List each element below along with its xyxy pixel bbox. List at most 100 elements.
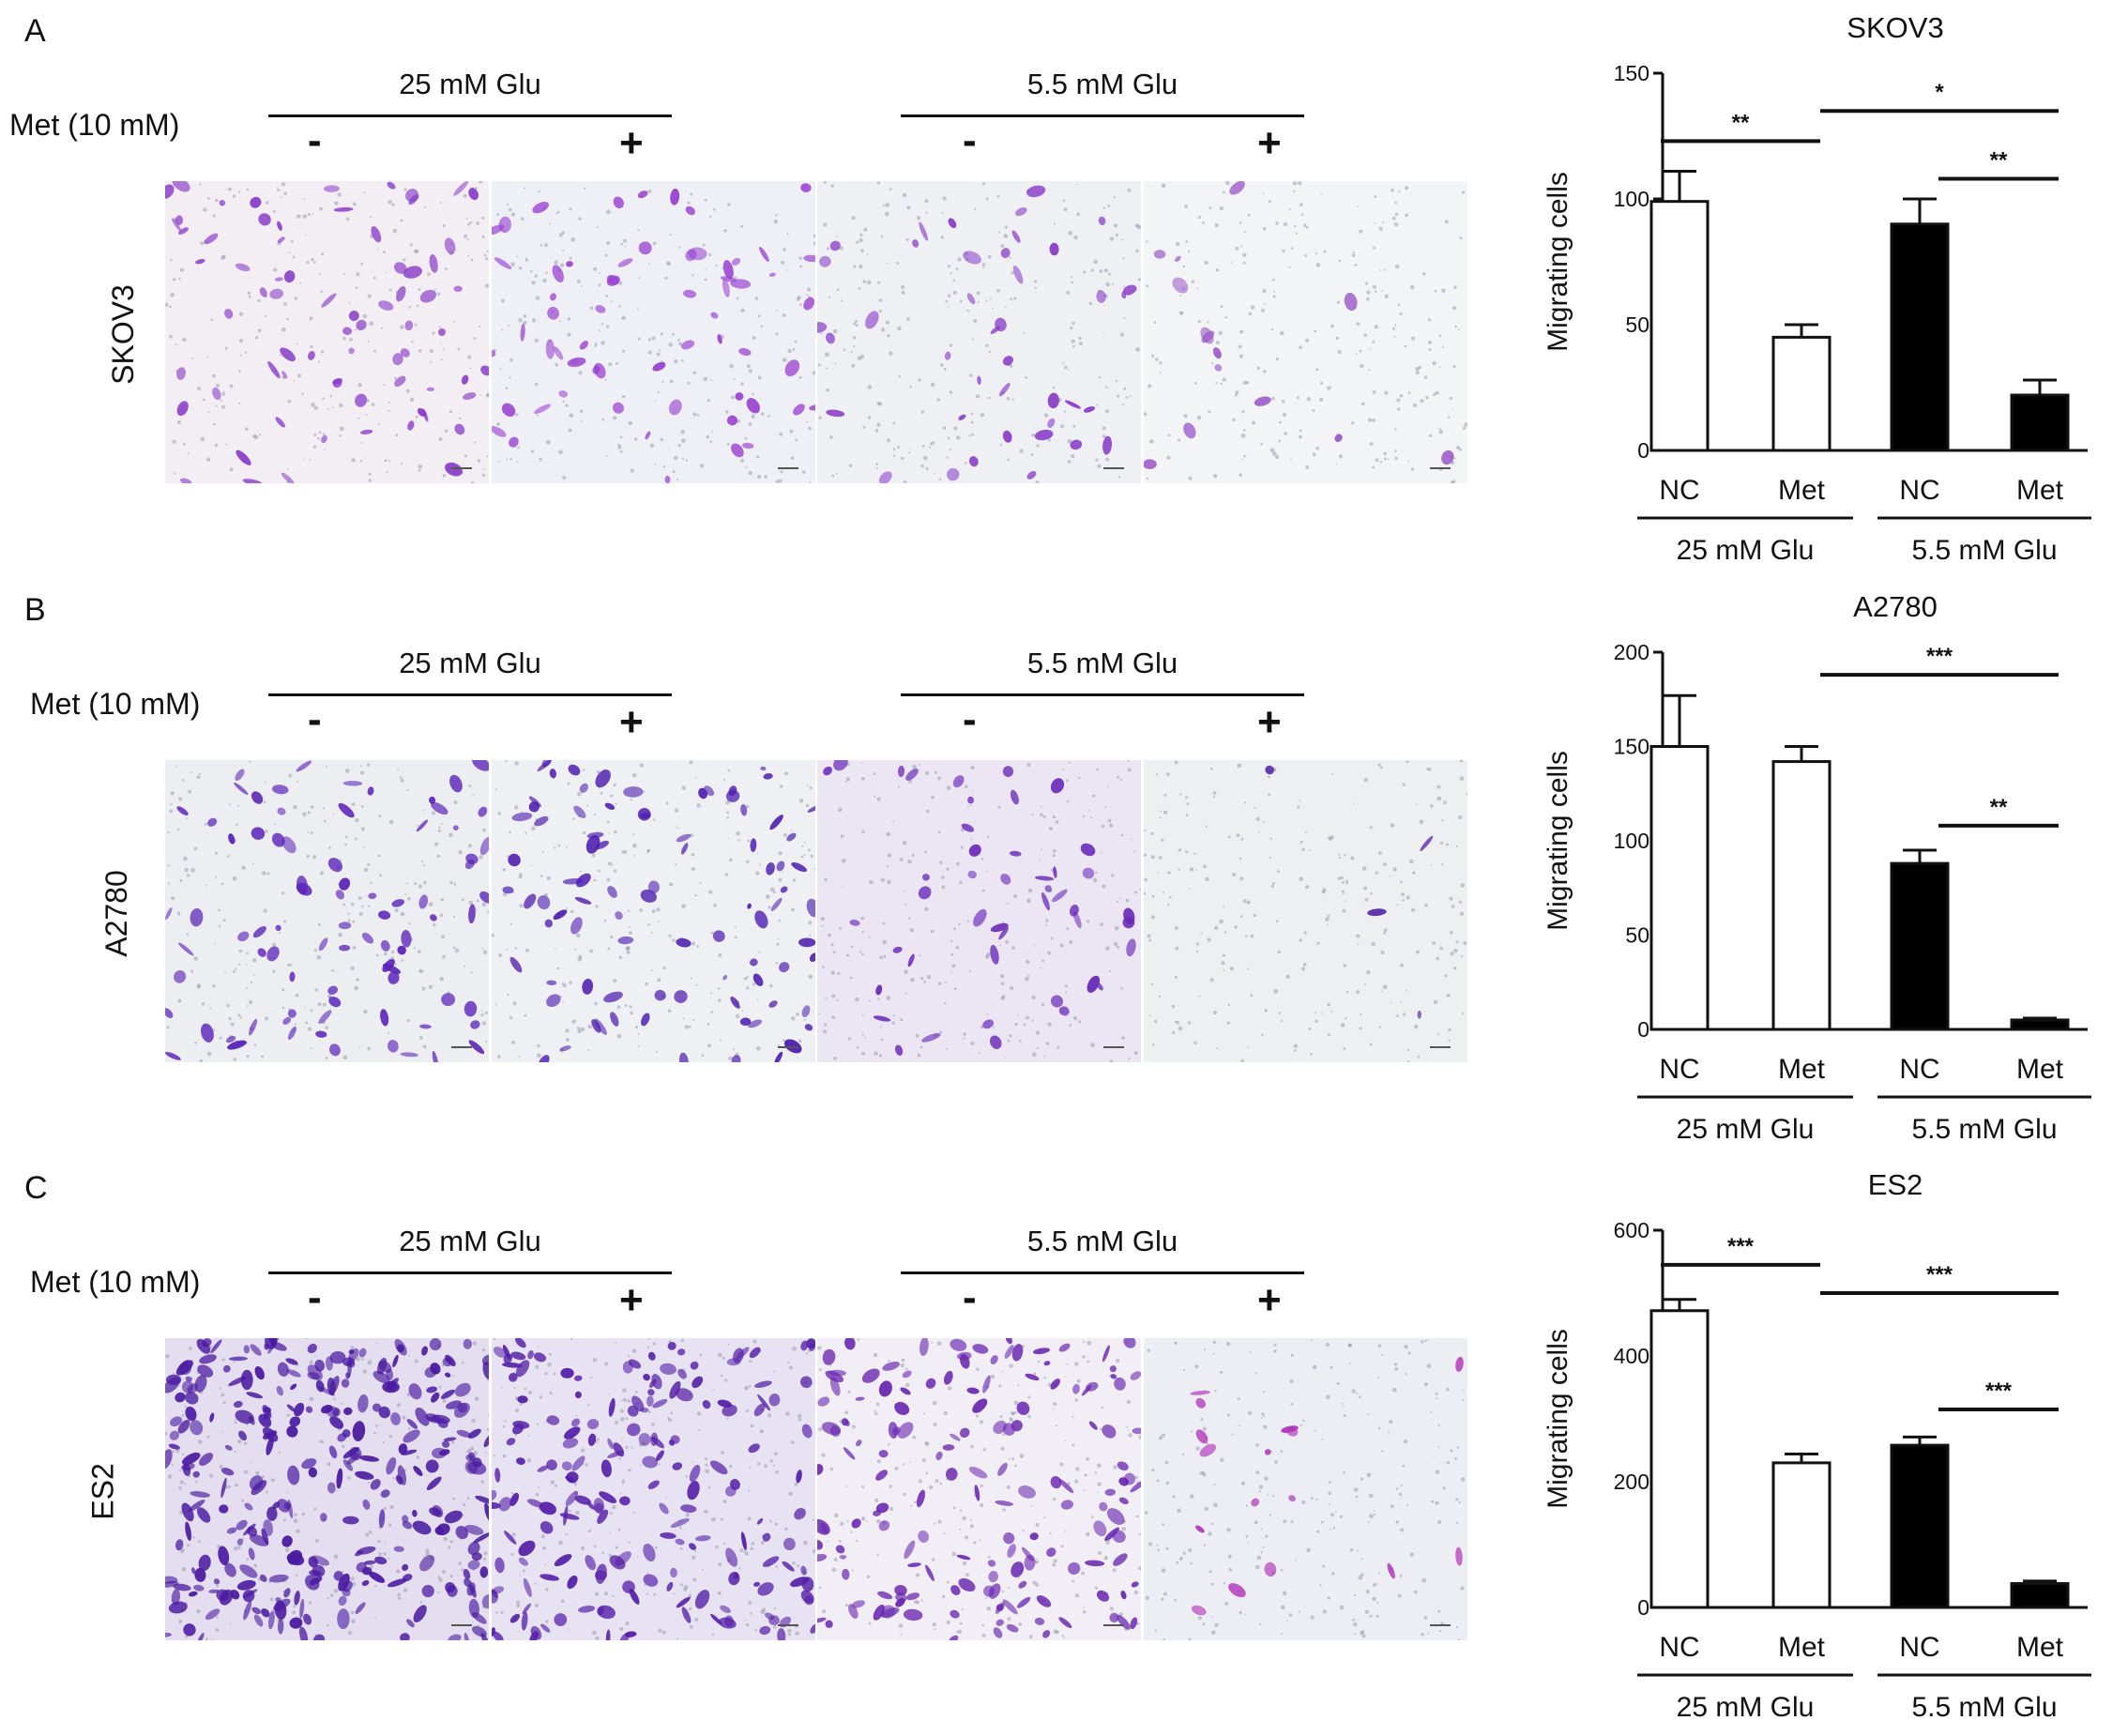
pore-dot bbox=[184, 1483, 187, 1485]
pore-dot bbox=[357, 383, 362, 388]
pore-dot bbox=[1275, 920, 1279, 922]
pore-dot bbox=[276, 187, 279, 190]
pore-dot bbox=[496, 1055, 501, 1058]
pore-dot bbox=[514, 1435, 517, 1437]
migrated-cell bbox=[252, 925, 266, 938]
pore-dot bbox=[207, 411, 210, 414]
migrated-cell bbox=[1060, 1500, 1074, 1510]
pore-dot bbox=[470, 971, 473, 974]
pore-dot bbox=[1280, 1569, 1284, 1572]
migrated-cell bbox=[647, 1389, 655, 1396]
pore-dot bbox=[1084, 1473, 1087, 1477]
migrated-cell bbox=[1288, 1495, 1296, 1502]
migrated-cell bbox=[1000, 874, 1011, 885]
pore-dot bbox=[425, 1548, 430, 1553]
migrated-cell bbox=[276, 1385, 284, 1396]
migrated-cell bbox=[421, 1346, 429, 1356]
pore-dot bbox=[1119, 779, 1122, 782]
pore-dot bbox=[1263, 1476, 1269, 1481]
migrated-cell bbox=[192, 1470, 200, 1478]
micrograph-canvas bbox=[1144, 181, 1467, 483]
pore-dot bbox=[1214, 222, 1219, 228]
migrated-cell bbox=[358, 1455, 380, 1462]
migrated-cell bbox=[492, 1586, 505, 1594]
pore-dot bbox=[1295, 1559, 1297, 1561]
migrated-cell bbox=[431, 801, 448, 815]
pore-dot bbox=[296, 780, 299, 783]
pore-dot bbox=[813, 234, 815, 238]
micrograph-background bbox=[1144, 181, 1467, 483]
migrated-cell bbox=[363, 1560, 376, 1565]
pore-dot bbox=[1133, 1590, 1138, 1595]
pore-dot bbox=[352, 946, 357, 950]
pore-dot bbox=[1310, 1615, 1315, 1620]
pore-dot bbox=[1361, 866, 1367, 871]
pore-dot bbox=[921, 1458, 926, 1463]
migrated-cell bbox=[387, 1578, 407, 1588]
pore-dot bbox=[1278, 1012, 1281, 1014]
pore-dot bbox=[191, 1535, 195, 1539]
pore-dot bbox=[662, 465, 665, 468]
pore-dot bbox=[1154, 1629, 1157, 1632]
pore-dot bbox=[1053, 1559, 1057, 1563]
migrated-cell bbox=[332, 378, 342, 388]
pore-dot bbox=[769, 1459, 774, 1463]
pore-dot bbox=[448, 1546, 451, 1549]
pore-dot bbox=[1382, 984, 1388, 990]
pore-dot bbox=[899, 858, 904, 861]
pore-dot bbox=[700, 464, 705, 468]
met-plus-sign: + bbox=[619, 120, 644, 166]
pore-dot bbox=[1242, 261, 1246, 265]
pore-dot bbox=[1302, 223, 1307, 227]
pore-dot bbox=[950, 971, 952, 974]
migrated-cell bbox=[905, 1592, 920, 1601]
pore-dot bbox=[788, 1365, 794, 1370]
pore-dot bbox=[1108, 969, 1112, 973]
pore-dot bbox=[1444, 220, 1449, 224]
migrated-cell bbox=[445, 1582, 456, 1593]
pore-dot bbox=[1352, 251, 1355, 254]
pore-dot bbox=[589, 306, 594, 311]
pore-dot bbox=[1195, 942, 1199, 946]
migrated-cell bbox=[271, 784, 289, 795]
pore-dot bbox=[860, 762, 863, 764]
pore-dot bbox=[970, 420, 974, 424]
pore-dot bbox=[622, 394, 626, 399]
migrated-cell bbox=[1081, 1384, 1092, 1396]
pore-dot bbox=[877, 281, 881, 284]
pore-dot bbox=[1042, 815, 1046, 818]
y-tick-label: 100 bbox=[1614, 187, 1649, 211]
pore-dot bbox=[1275, 357, 1280, 361]
migrated-cell bbox=[393, 262, 407, 274]
pore-dot bbox=[302, 812, 307, 816]
pore-dot bbox=[524, 187, 526, 190]
pore-dot bbox=[1372, 246, 1376, 250]
pore-dot bbox=[234, 1418, 236, 1421]
pore-dot bbox=[615, 1342, 617, 1344]
pore-dot bbox=[1322, 1564, 1326, 1568]
pore-dot bbox=[1427, 318, 1432, 322]
migrated-cell bbox=[963, 251, 981, 265]
migrated-cell bbox=[559, 1045, 571, 1052]
pore-dot bbox=[1418, 367, 1421, 370]
pore-dot bbox=[1427, 1632, 1430, 1635]
pore-dot bbox=[657, 390, 660, 394]
pore-dot bbox=[1161, 1433, 1165, 1438]
pore-dot bbox=[1341, 890, 1345, 893]
pore-dot bbox=[480, 1480, 485, 1484]
pore-dot bbox=[664, 276, 668, 280]
migrated-cell bbox=[1003, 1532, 1015, 1545]
pore-dot bbox=[1427, 767, 1432, 771]
pore-dot bbox=[1014, 1410, 1017, 1414]
migrated-cell bbox=[995, 1500, 1014, 1506]
pore-dot bbox=[438, 826, 441, 829]
pore-dot bbox=[1097, 1482, 1102, 1486]
migrated-cell bbox=[307, 1371, 320, 1380]
pore-dot bbox=[172, 1372, 175, 1375]
pore-dot bbox=[868, 936, 871, 938]
migrated-cell bbox=[681, 340, 695, 350]
pore-dot bbox=[1283, 221, 1287, 226]
pore-dot bbox=[199, 183, 202, 186]
pore-dot bbox=[1150, 915, 1155, 920]
pore-dot bbox=[1450, 952, 1454, 956]
